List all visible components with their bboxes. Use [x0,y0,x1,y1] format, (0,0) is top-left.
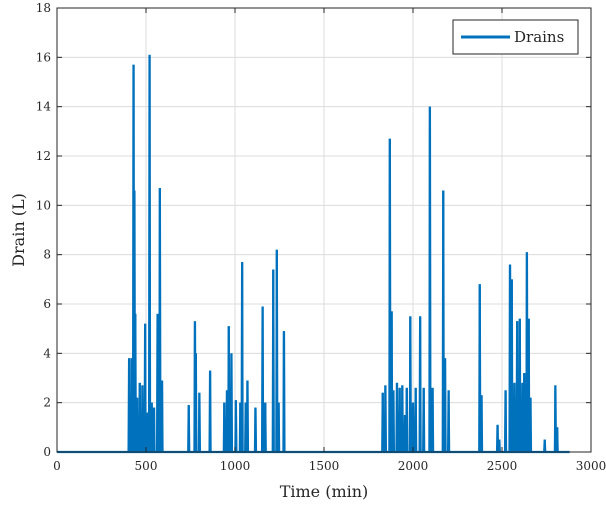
legend-label-drains: Drains [514,28,564,46]
y-tick-label: 8 [43,248,51,262]
series-drains [57,54,570,454]
axes [56,7,592,453]
y-tick-label: 10 [36,198,51,212]
x-tick-label: 0 [53,459,61,473]
legend: Drains [452,19,579,55]
y-axis-label: Drain (L) [9,193,28,267]
x-tick-label: 1000 [220,459,251,473]
y-tick-label: 2 [43,396,51,410]
x-tick-label: 3000 [576,459,606,473]
y-tick-label: 16 [36,50,51,64]
y-tick-label: 4 [43,346,51,360]
y-tick-label: 14 [36,100,52,114]
x-tick-label: 500 [135,459,158,473]
x-tick-label: 2000 [398,459,429,473]
y-tick-label: 6 [43,297,51,311]
x-axis-label: Time (min) [280,482,369,501]
y-tick-label: 0 [43,445,51,459]
y-tick-label: 12 [36,149,51,163]
x-tick-label: 1500 [309,459,340,473]
y-tick-label: 18 [36,1,51,15]
x-tick-label: 2500 [487,459,518,473]
tick-labels: 0 500 1000 1500 2000 2500 3000 0 2 4 6 8 10 12 14 16 18 [36,1,606,473]
